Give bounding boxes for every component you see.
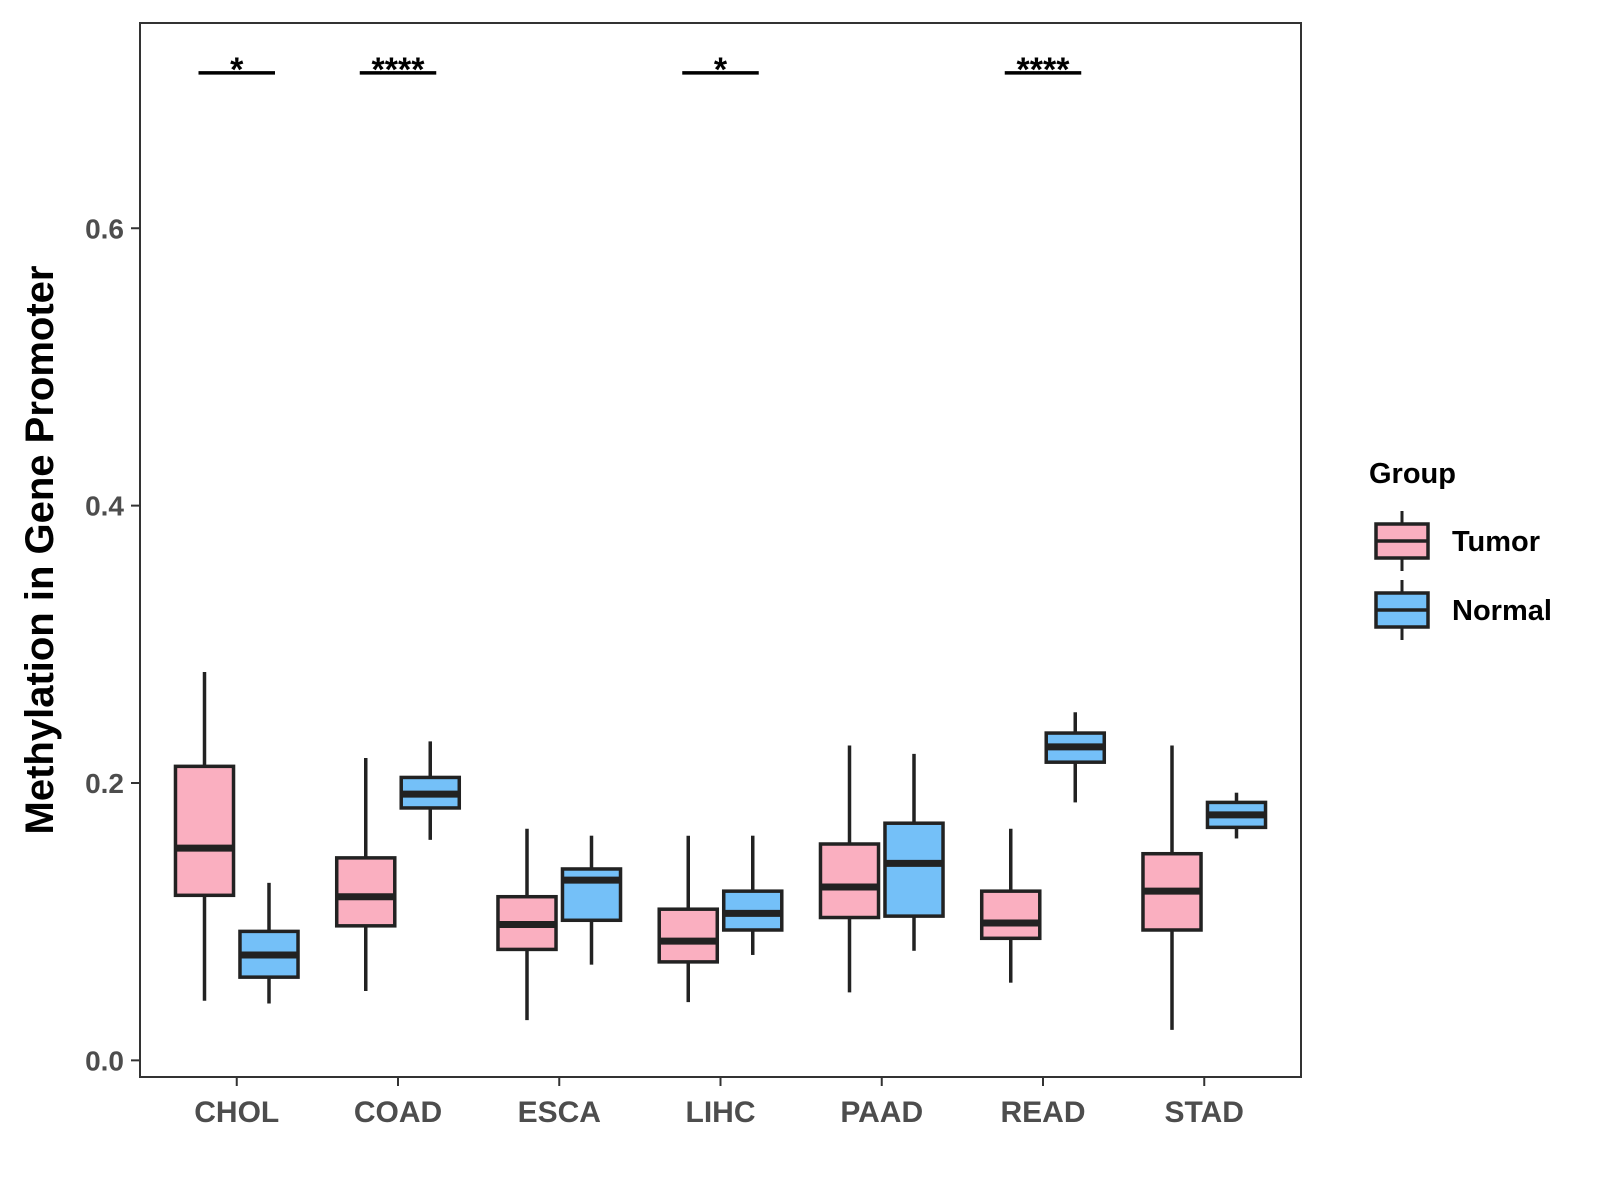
box-normal-lihc [721,835,784,955]
x-tick-label: COAD [354,1096,442,1129]
legend-key-tumor [1374,511,1430,571]
significance-label: **** [1017,51,1071,89]
y-axis-title: Methylation in Gene Promoter [18,266,62,835]
box-normal-esca [560,835,623,965]
significance-annotations: * **** * **** [198,51,1082,89]
x-tick-label: READ [1000,1096,1085,1129]
box-normal-read [1044,712,1107,803]
box-series [173,672,1268,1030]
y-tick-label: 0.6 [85,213,124,244]
significance-label: * [714,51,728,89]
box-tumor-lihc [657,835,720,1003]
box-iqr [979,889,1042,941]
box-iqr [818,842,881,920]
legend-key-normal [1374,580,1430,640]
y-tick-label: 0.2 [85,768,124,799]
legend: Group Tumor Normal [1369,458,1552,640]
box-tumor-chol [173,672,236,1001]
box-iqr [334,856,397,928]
legend-title: Group [1369,458,1456,490]
x-tick-label: PAAD [840,1096,923,1129]
panel-border [139,22,1302,1078]
x-tick-label: CHOL [194,1096,279,1129]
box-iqr [173,764,236,898]
significance-label: * [230,51,244,89]
box-tumor-read [979,828,1042,983]
y-tick-label: 0.4 [85,491,124,522]
x-axis: CHOL COAD ESCA LIHC PAAD READ STAD [194,1077,1244,1129]
y-tick-label: 0.0 [85,1045,124,1076]
y-axis: 0.0 0.2 0.4 0.6 [85,213,140,1076]
legend-label-normal: Normal [1452,595,1552,627]
x-tick-label: ESCA [518,1096,601,1129]
box-normal-stad [1205,792,1268,839]
box-tumor-stad [1141,745,1203,1030]
box-normal-chol [238,882,300,1004]
significance-label: **** [372,51,426,89]
box-iqr [883,821,945,918]
legend-label-tumor: Tumor [1452,526,1540,558]
x-tick-label: STAD [1165,1096,1244,1129]
box-tumor-paad [818,745,881,993]
box-normal-paad [883,753,945,951]
box-tumor-coad [334,758,397,992]
box-tumor-esca [496,828,558,1021]
box-iqr [657,907,720,964]
x-tick-label: LIHC [686,1096,756,1129]
box-normal-coad [399,741,462,840]
